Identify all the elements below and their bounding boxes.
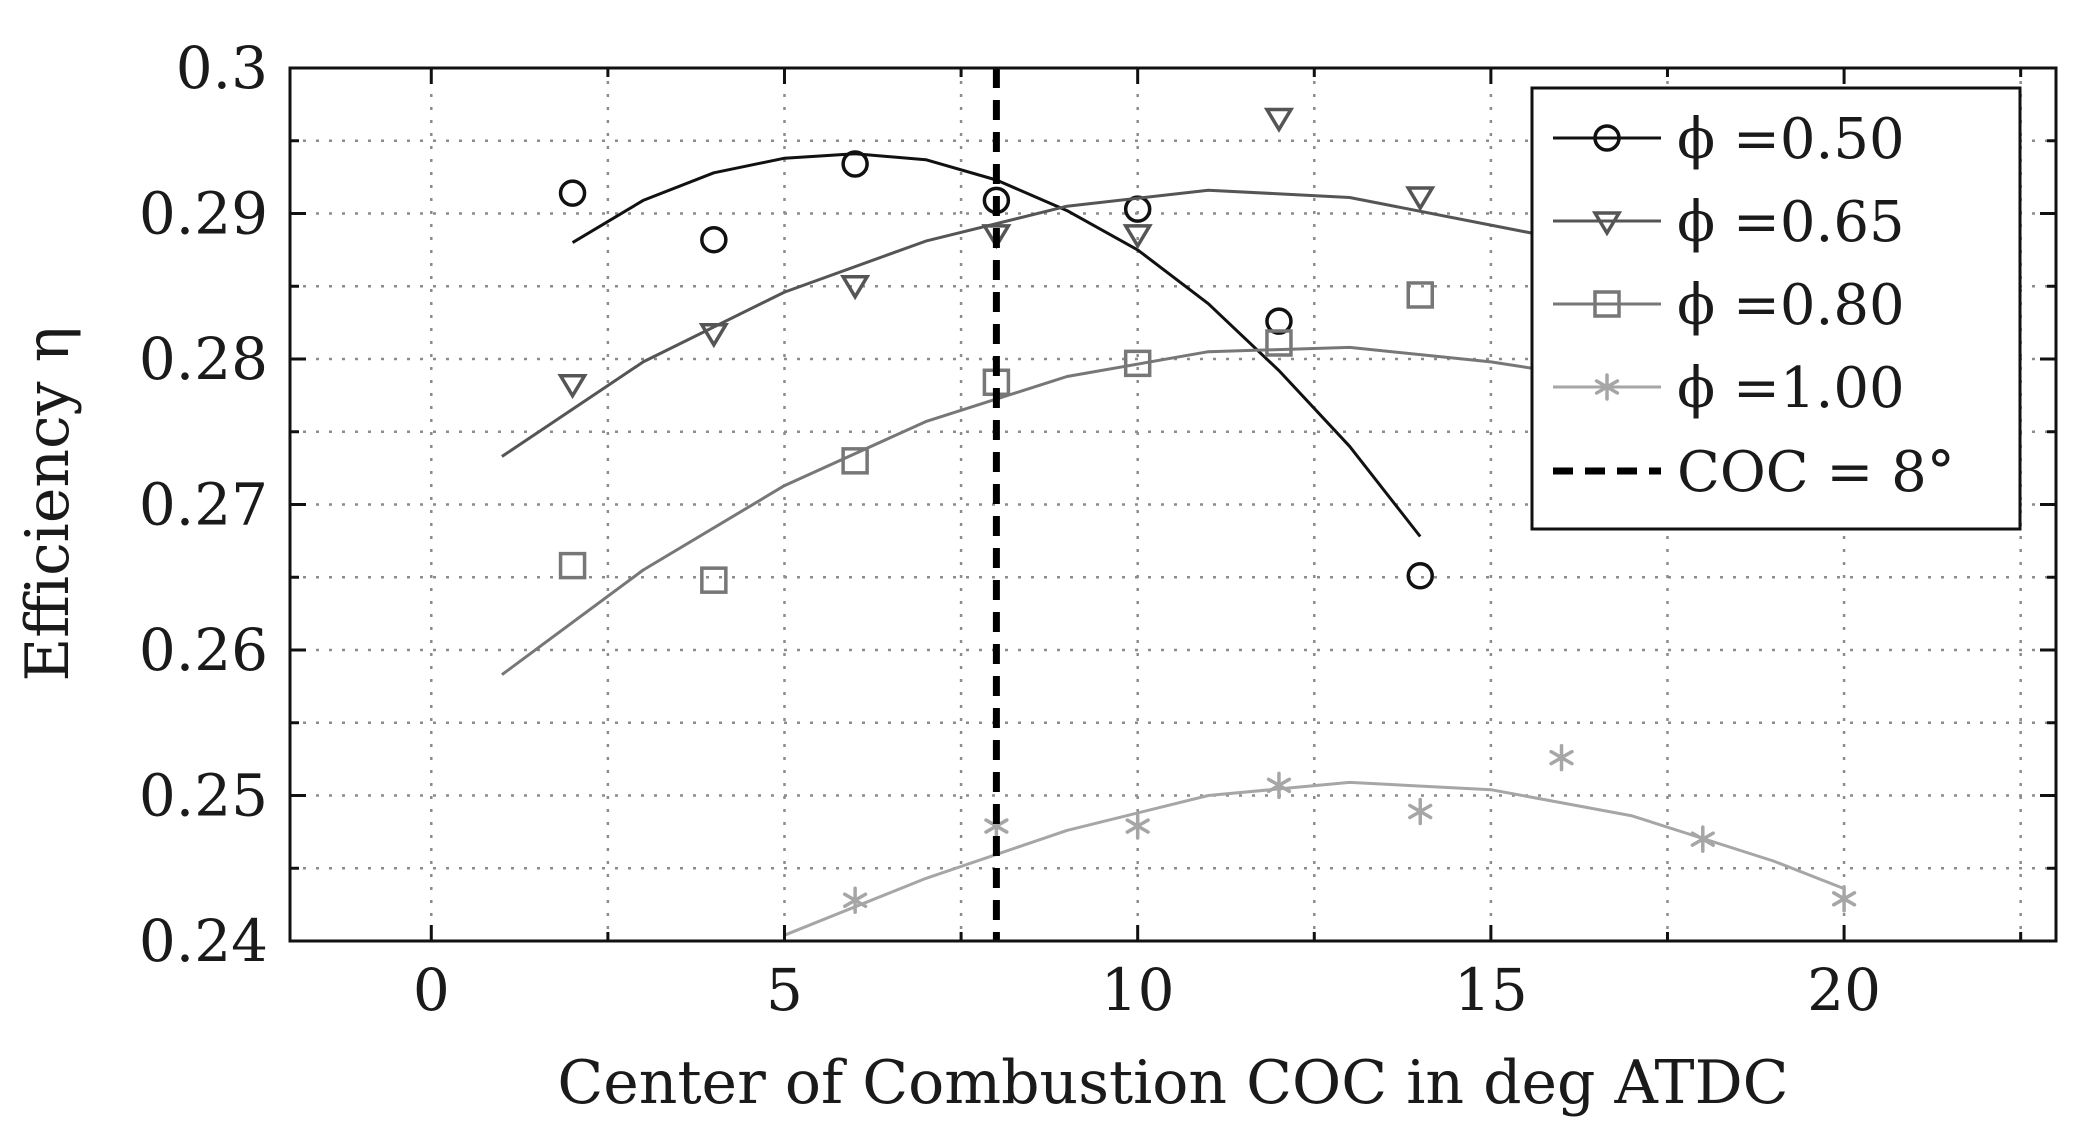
data-point [840, 275, 871, 301]
legend-swatch-marker [1591, 211, 1623, 237]
legend-reference-label: COC = 8° [1677, 440, 1955, 505]
data-point [1690, 825, 1715, 853]
y-tick-label: 0.28 [139, 325, 268, 393]
data-point [841, 447, 869, 475]
data-point [558, 551, 587, 580]
data-point [1408, 797, 1433, 826]
y-tick-label: 0.29 [139, 180, 268, 248]
data-point [1263, 107, 1295, 133]
data-point [1406, 281, 1434, 309]
asterisk-stroke [1125, 818, 1150, 834]
data-point [1122, 224, 1153, 250]
legend-swatch-marker [1593, 124, 1621, 152]
x-tick-label: 20 [1807, 956, 1881, 1024]
legend-items: ϕ =0.50 ϕ =0.65 ϕ =0.80 ϕ =1.00 [1553, 107, 1905, 421]
data-point [1125, 812, 1150, 840]
data-point [1265, 307, 1293, 335]
data-point [1406, 562, 1434, 590]
y-axis-label: Efficiency η [13, 326, 83, 681]
data-point [1266, 771, 1292, 800]
x-tick-label: 5 [766, 956, 803, 1024]
series-layer [501, 107, 1857, 937]
data-point [1405, 186, 1436, 212]
fit-curve [501, 345, 1633, 676]
x-axis: 0 5 10 15 20 [413, 68, 2023, 1024]
legend-label: ϕ =1.00 [1677, 356, 1905, 421]
legend-box [1530, 86, 2022, 531]
asterisk-stroke [984, 818, 1009, 834]
data-point [981, 224, 1012, 250]
asterisk-stroke [1831, 891, 1857, 907]
asterisk-stroke [1549, 749, 1574, 766]
legend-label: ϕ =0.50 [1677, 107, 1905, 172]
data-point [557, 373, 588, 400]
data-point [1265, 329, 1293, 357]
legend-entry: ϕ =0.65 [1553, 190, 1905, 255]
x-axis-label: Center of Combustion COC in deg ATDC [557, 1048, 1788, 1118]
legend-swatch-marker [1594, 373, 1620, 401]
y-tick-label: 0.27 [139, 471, 268, 539]
y-axis: 0.24 0.25 0.26 0.27 0.28 0.29 0.3 [139, 34, 2056, 975]
fit-curve [783, 780, 1845, 937]
asterisk-stroke [1690, 831, 1715, 847]
data-point [558, 179, 587, 207]
legend: ϕ =0.50 ϕ =0.65 ϕ =0.80 ϕ =1.00 COC = 8° [1530, 86, 2022, 531]
data-point [700, 225, 728, 254]
asterisk-stroke [1408, 803, 1433, 820]
series-3 [783, 743, 1857, 937]
series-2 [501, 281, 1633, 676]
data-point [1123, 349, 1152, 378]
series-1 [501, 107, 1633, 458]
asterisk-stroke [1594, 379, 1620, 395]
legend-swatch-marker [1593, 290, 1621, 318]
data-point [1831, 885, 1857, 913]
data-point [700, 566, 728, 594]
legend-entry: ϕ =0.80 [1553, 273, 1905, 338]
data-point [1549, 743, 1574, 772]
y-tick-label: 0.3 [176, 34, 268, 102]
legend-entry: ϕ =1.00 [1553, 356, 1905, 421]
legend-entry: ϕ =0.50 [1553, 107, 1905, 172]
fit-curve [501, 188, 1633, 458]
x-tick-label: 15 [1454, 956, 1528, 1024]
asterisk-stroke [842, 892, 868, 909]
data-point [842, 886, 868, 915]
y-tick-label: 0.26 [139, 616, 268, 684]
y-tick-label: 0.25 [139, 762, 268, 830]
legend-label: ϕ =0.80 [1677, 273, 1905, 338]
legend-label: ϕ =0.65 [1677, 190, 1905, 255]
data-point [698, 323, 729, 349]
y-tick-label: 0.24 [139, 907, 268, 975]
x-tick-label: 10 [1101, 956, 1175, 1024]
x-tick-label: 0 [413, 956, 450, 1024]
asterisk-stroke [1266, 777, 1292, 794]
data-point [841, 150, 869, 178]
